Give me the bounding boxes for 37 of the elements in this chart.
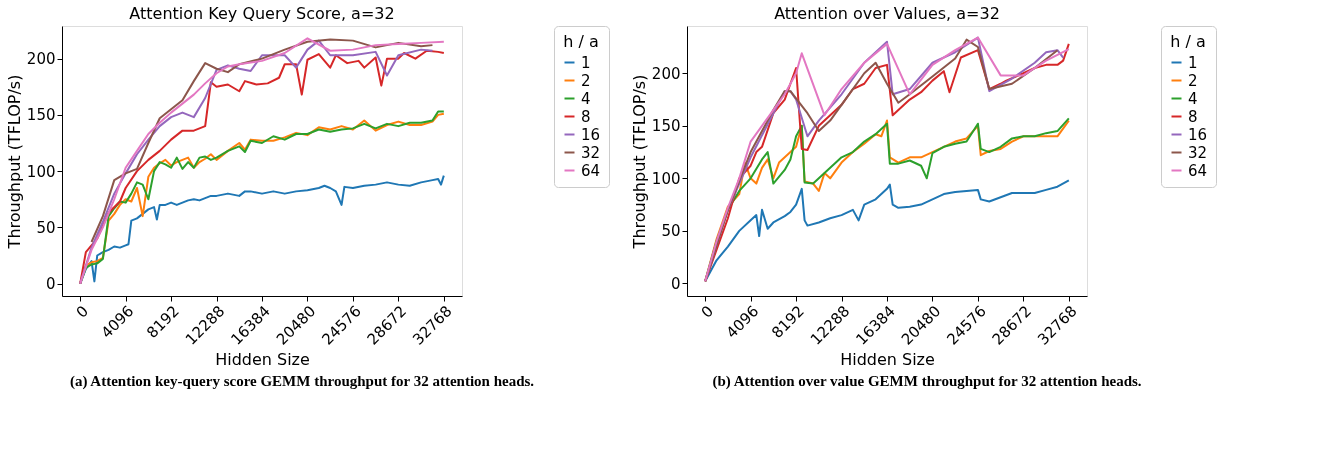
y-tick-label: 50: [661, 222, 681, 241]
x-axis-title: Hidden Size: [840, 349, 935, 369]
legend-label: 1: [1188, 53, 1198, 72]
y-tick-label: 150: [651, 117, 681, 136]
legend-label: 4: [1188, 89, 1198, 108]
legend-label: 16: [1188, 125, 1208, 144]
y-tick-label: 0: [45, 275, 56, 294]
legend-label: 32: [581, 143, 601, 162]
text: (b) Attention over value GEMM throughput for 32 attention heads.: [712, 373, 1142, 390]
chart-title: Attention Key Query Score, a=32: [129, 4, 395, 23]
chart-title: Attention over Values, a=32: [774, 4, 1000, 23]
legend-label: 4: [581, 89, 591, 108]
y-axis-title: Throughput (TFLOP/s): [629, 74, 649, 250]
legend-label: 64: [1188, 161, 1208, 180]
y-tick-label: 50: [36, 218, 56, 237]
y-axis-title: Throughput (TFLOP/s): [4, 74, 24, 250]
legend-title: h / a: [563, 32, 599, 51]
y-tick-label: 200: [651, 64, 681, 83]
legend-label: 64: [581, 161, 601, 180]
legend-label: 2: [1188, 71, 1198, 90]
y-tick-label: 100: [26, 162, 56, 181]
x-axis-title: Hidden Size: [215, 349, 310, 369]
y-tick-label: 200: [26, 50, 56, 69]
y-tick-label: 0: [670, 274, 681, 293]
legend-label: 1: [581, 53, 591, 72]
x-tick-label: 0: [697, 302, 717, 322]
legend-label: 8: [1188, 107, 1198, 126]
legend-label: 32: [1188, 143, 1208, 162]
y-tick-label: 150: [26, 106, 56, 125]
legend-label: 2: [581, 71, 591, 90]
text: (a) Attention key-query score GEMM throughput for 32 attention heads.: [69, 373, 535, 390]
y-tick-label: 100: [651, 169, 681, 188]
line-series: [90, 38, 434, 243]
x-tick-label: 0: [72, 302, 92, 322]
legend-title: h / a: [1170, 32, 1206, 51]
legend-label: 16: [581, 125, 601, 144]
legend-label: 8: [581, 107, 591, 126]
